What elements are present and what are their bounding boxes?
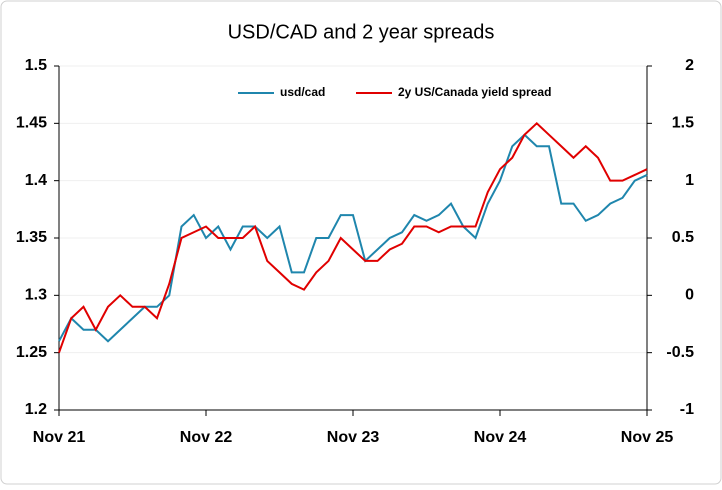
x-tick-label: Nov 25 <box>621 429 674 446</box>
y-tick-label: 1.25 <box>16 344 47 361</box>
chart-title: USD/CAD and 2 year spreads <box>228 21 495 43</box>
legend-label: usd/cad <box>280 85 325 99</box>
x-tick-label: Nov 23 <box>327 429 380 446</box>
y-tick-label: 1.35 <box>16 229 47 246</box>
series-line <box>58 121 648 354</box>
y2-tick-label: -1 <box>680 401 694 418</box>
y-tick-label: 1.5 <box>25 57 47 74</box>
y2-tick-label: -0.5 <box>666 344 694 361</box>
series-line <box>58 133 648 343</box>
y2-tick-label: 1.5 <box>672 115 694 132</box>
x-tick-label: Nov 21 <box>33 429 86 446</box>
x-tick-label: Nov 22 <box>180 429 233 446</box>
y2-tick-label: 1 <box>685 172 694 189</box>
y-tick-label: 1.4 <box>25 172 47 189</box>
y-tick-label: 1.3 <box>25 287 47 304</box>
y2-tick-label: 0.5 <box>672 229 694 246</box>
y-tick-label: 1.2 <box>25 401 47 418</box>
y2-tick-label: 0 <box>685 287 694 304</box>
x-tick-label: Nov 24 <box>474 429 527 446</box>
legend-label: 2y US/Canada yield spread <box>398 85 551 99</box>
y2-tick-label: 2 <box>685 57 694 74</box>
y-tick-label: 1.45 <box>16 115 47 132</box>
